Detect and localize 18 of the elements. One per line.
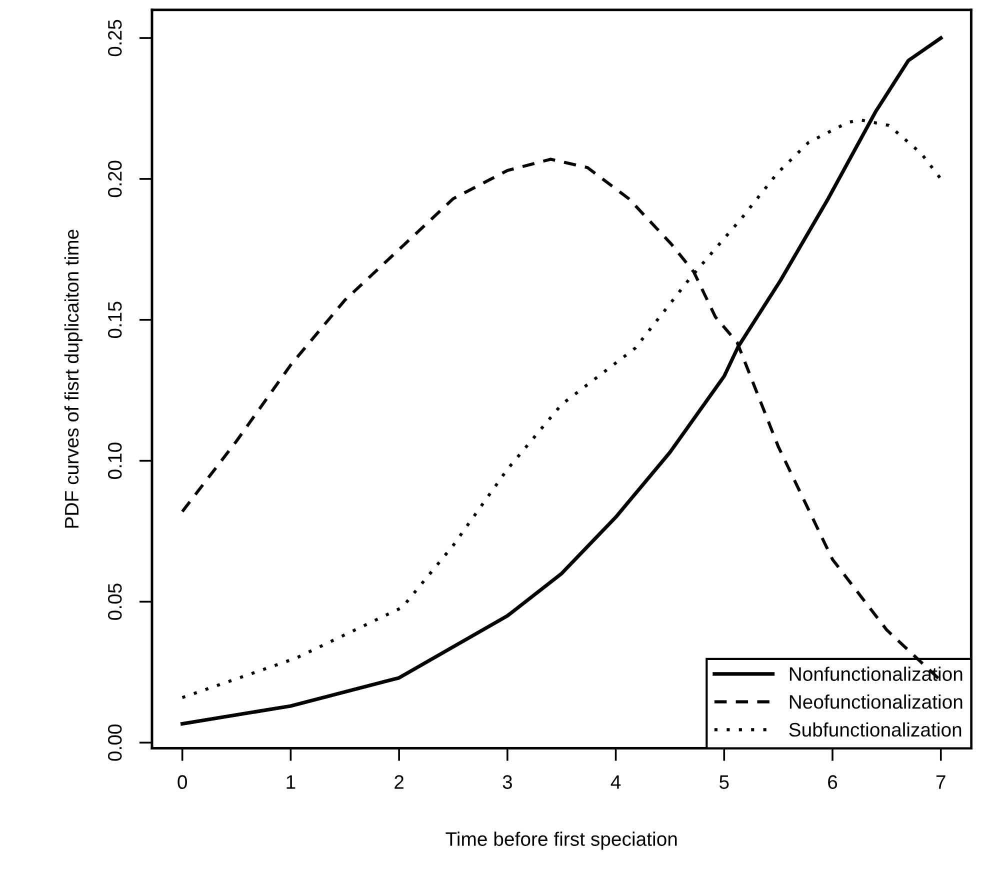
x-tick-label: 6 <box>828 775 838 789</box>
y-tick-label: 0.00 <box>108 724 122 761</box>
legend-label: Subfunctionalization <box>789 722 962 737</box>
x-tick-label: 4 <box>610 775 621 789</box>
y-tick-label: 0.25 <box>108 20 122 56</box>
y-tick-label: 0.05 <box>108 584 122 620</box>
y-axis-title: PDF curves of fisrt duplicaiton time <box>64 230 82 528</box>
legend-label: Neofunctionalization <box>790 694 962 709</box>
x-tick-label: 3 <box>502 775 512 789</box>
x-tick-label: 1 <box>286 775 296 789</box>
y-tick-label: 0.10 <box>108 442 122 479</box>
x-tick-label: 7 <box>936 775 946 789</box>
x-tick-label: 5 <box>720 775 729 789</box>
y-tick-label: 0.20 <box>108 160 122 198</box>
y-tick-label: 0.15 <box>108 302 122 338</box>
x-axis-title: Time before first speciation <box>446 832 677 850</box>
x-tick-label: 0 <box>178 775 187 789</box>
x-tick-label: 2 <box>394 775 404 789</box>
